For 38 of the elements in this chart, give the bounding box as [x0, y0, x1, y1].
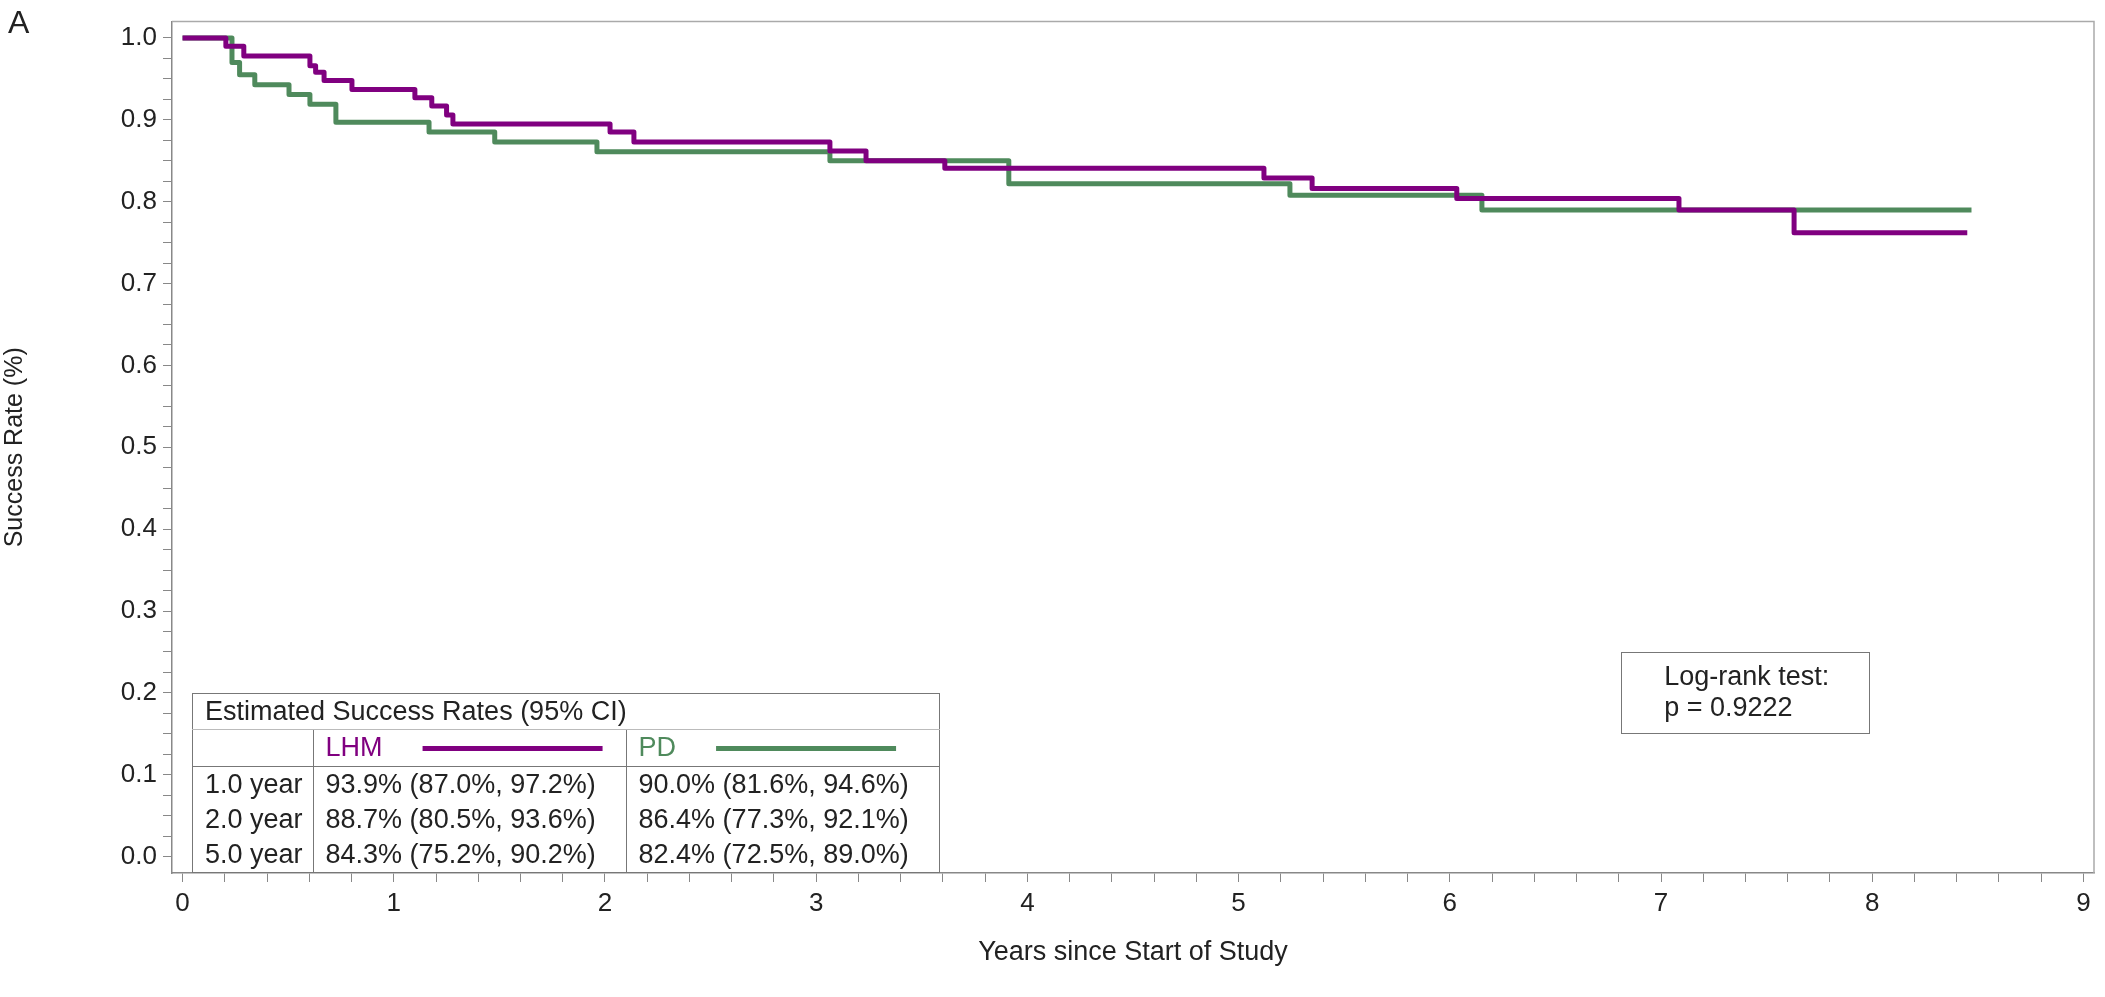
- annotation: 5.0 year: [204, 838, 304, 871]
- text: LHM: [325, 731, 383, 762]
- y-tick-label: 0.5: [120, 430, 157, 461]
- y-tick-label: 0.3: [120, 594, 157, 625]
- x-tick-label: 1: [386, 886, 401, 917]
- x-tick-label: 6: [1442, 886, 1458, 917]
- annotation: p = 0.9222: [1664, 692, 1793, 723]
- y-tick-label: 0.7: [120, 266, 157, 297]
- x-tick-label: 4: [1020, 886, 1035, 917]
- y-tick-label: 0.2: [120, 676, 157, 707]
- y-tick-label: 0.8: [120, 184, 157, 215]
- y-tick-label: 0.0: [120, 839, 157, 870]
- annotation: Log-rank test:: [1664, 661, 1830, 692]
- annotation: 90.0% (81.6%, 94.6%): [626, 766, 940, 802]
- x-tick-label: 9: [2076, 886, 2091, 917]
- y-tick-label: 0.1: [120, 757, 157, 788]
- annotation: 86.4% (77.3%, 92.1%): [626, 802, 940, 837]
- x-tick-label: 7: [1653, 886, 1669, 917]
- x-tick-label: 2: [597, 886, 613, 917]
- y-tick-label: 0.4: [120, 512, 157, 543]
- legend-title: Estimated Success Rates (95% CI): [192, 693, 940, 730]
- text: A: [8, 4, 30, 41]
- x-tick-label: 0: [175, 886, 190, 917]
- annotation: 84.3% (75.2%, 90.2%): [313, 837, 627, 873]
- y-tick-label: 1.0: [120, 21, 157, 52]
- y-tick-label: 0.9: [120, 103, 157, 134]
- y-axis-title: Success Rate (%): [0, 347, 27, 548]
- text: PD: [638, 731, 677, 762]
- x-tick-label: 8: [1865, 886, 1880, 917]
- x-axis-title: Years since Start of Study: [978, 936, 1289, 967]
- annotation: 82.4% (72.5%, 89.0%): [626, 837, 940, 873]
- x-tick-label: 5: [1231, 886, 1246, 917]
- x-tick-label: 3: [808, 886, 824, 917]
- annotation: 88.7% (80.5%, 93.6%): [313, 802, 627, 837]
- annotation: 2.0 year: [204, 803, 304, 836]
- y-tick-label: 0.6: [120, 348, 157, 379]
- annotation: 1.0 year: [204, 768, 304, 801]
- annotation: 93.9% (87.0%, 97.2%): [313, 766, 627, 802]
